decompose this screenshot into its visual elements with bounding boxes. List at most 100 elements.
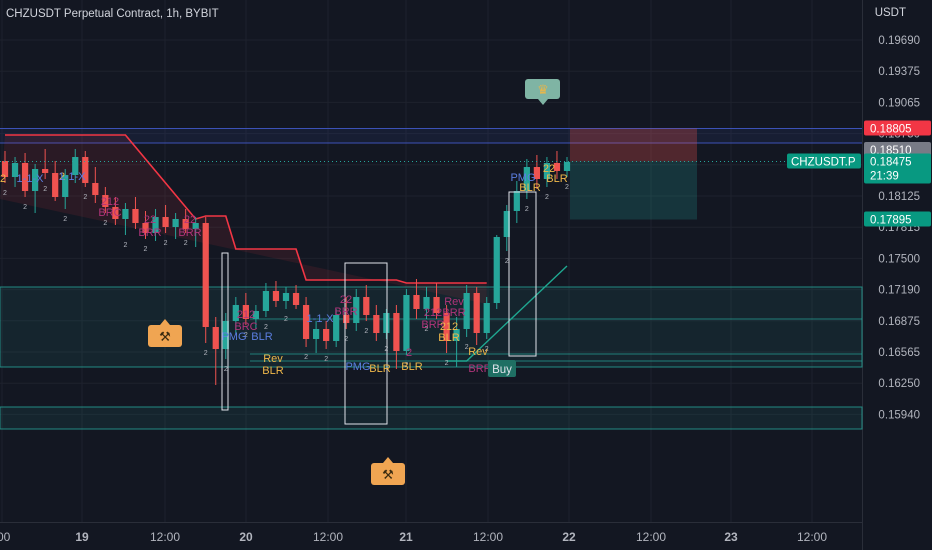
pattern-label: BLR (401, 361, 422, 373)
candle (443, 305, 450, 353)
candle (373, 305, 380, 341)
candle-body (152, 217, 159, 233)
y-tick-label: 0.19375 (878, 66, 920, 78)
candle (82, 151, 89, 187)
candle (11, 157, 19, 187)
pattern-label: 22 (144, 214, 156, 226)
candle-marker: 2 (565, 184, 569, 191)
candle (453, 317, 460, 367)
candle (533, 155, 541, 189)
currency-label: USDT (874, 7, 906, 19)
candle-body (112, 207, 119, 219)
buy-label: Buy (492, 364, 512, 376)
x-tick-label: 22 (562, 530, 576, 544)
x-tick-label: 23 (724, 530, 738, 544)
candle-body (272, 291, 280, 301)
trailing-stop-teal (446, 265, 568, 362)
candle-body (393, 313, 400, 351)
candle-body (463, 293, 470, 329)
pattern-label: BLR (251, 331, 272, 343)
candle-marker: 2 (344, 336, 348, 343)
candle-marker: 2 (485, 346, 489, 353)
y-tick-label: 0.16875 (878, 316, 920, 328)
candle-body (473, 293, 480, 333)
candle (242, 293, 249, 325)
candle-body (21, 163, 29, 191)
crown-icon-bg (525, 79, 560, 99)
candle-body (172, 219, 179, 227)
x-tick-label: 12:00 (797, 530, 827, 544)
x-tick-label: 12:00 (636, 530, 666, 544)
countdown-label: 21:39 (870, 171, 899, 183)
x-tick-label: 19 (75, 530, 89, 544)
candle (363, 285, 370, 321)
candle (543, 157, 551, 187)
candle (72, 149, 79, 183)
pattern-label: BLR (438, 332, 459, 344)
candle-body (363, 297, 370, 315)
candle-body (383, 313, 390, 333)
x-tick-label: 21 (399, 530, 413, 544)
candle-body (553, 163, 561, 171)
candle-body (333, 315, 340, 341)
candle-body (543, 163, 551, 179)
candle-body (72, 157, 79, 175)
candle-marker: 2 (404, 362, 408, 369)
candle-body (92, 183, 99, 195)
pattern-label: 212 (440, 321, 458, 333)
candle-body (52, 173, 59, 197)
candle (192, 217, 199, 247)
candle (232, 297, 239, 333)
candle-body (403, 295, 410, 351)
candle (563, 157, 571, 177)
candle (483, 297, 490, 339)
pattern-box (508, 191, 537, 357)
x-tick-label: 12:00 (473, 530, 503, 544)
candle-marker: 2 (465, 344, 469, 351)
candle-body (202, 223, 209, 327)
candle (262, 283, 270, 317)
candle-marker: 2 (204, 350, 208, 357)
candle (212, 317, 219, 385)
pattern-label: BRC (98, 207, 121, 219)
pattern-box (344, 262, 388, 425)
x-tick-label: 12:00 (313, 530, 343, 544)
candle (31, 164, 39, 213)
y-tick-label: 0.16250 (878, 378, 920, 390)
candle-marker: 2 (525, 206, 529, 213)
candle-body (42, 169, 49, 173)
candle-body (182, 219, 189, 229)
candle-body (162, 217, 169, 227)
candle (202, 217, 209, 343)
trailing-stop-red (5, 134, 487, 284)
candle-body (212, 327, 219, 349)
candle-marker: 2 (123, 242, 127, 249)
pattern-label: Rev (263, 353, 283, 365)
y-tick-label: 0.19065 (878, 97, 920, 109)
candle (312, 321, 320, 353)
pattern-label: 1-1-X (59, 171, 87, 183)
candle (353, 289, 360, 331)
pattern-label: 2 (0, 173, 6, 185)
candle-body (62, 175, 69, 197)
candle (182, 209, 189, 233)
candle-body (192, 223, 199, 229)
candle (513, 181, 520, 223)
pattern-label: Rev (444, 296, 464, 308)
last-price-bg (864, 153, 931, 184)
candle (323, 321, 330, 349)
candle-body (252, 311, 260, 319)
hammer-icon-bg (148, 325, 182, 347)
candle (292, 285, 300, 309)
candle (42, 149, 49, 179)
candle (102, 187, 109, 213)
pattern-label: 22 (340, 294, 352, 306)
candle (282, 287, 290, 309)
candle-marker: 2 (244, 332, 248, 339)
crown-icon: ♛ (537, 82, 549, 97)
pattern-label: PMG (345, 361, 370, 373)
pattern-label: 1-1-X (17, 173, 45, 185)
demand-zone (0, 406, 863, 430)
